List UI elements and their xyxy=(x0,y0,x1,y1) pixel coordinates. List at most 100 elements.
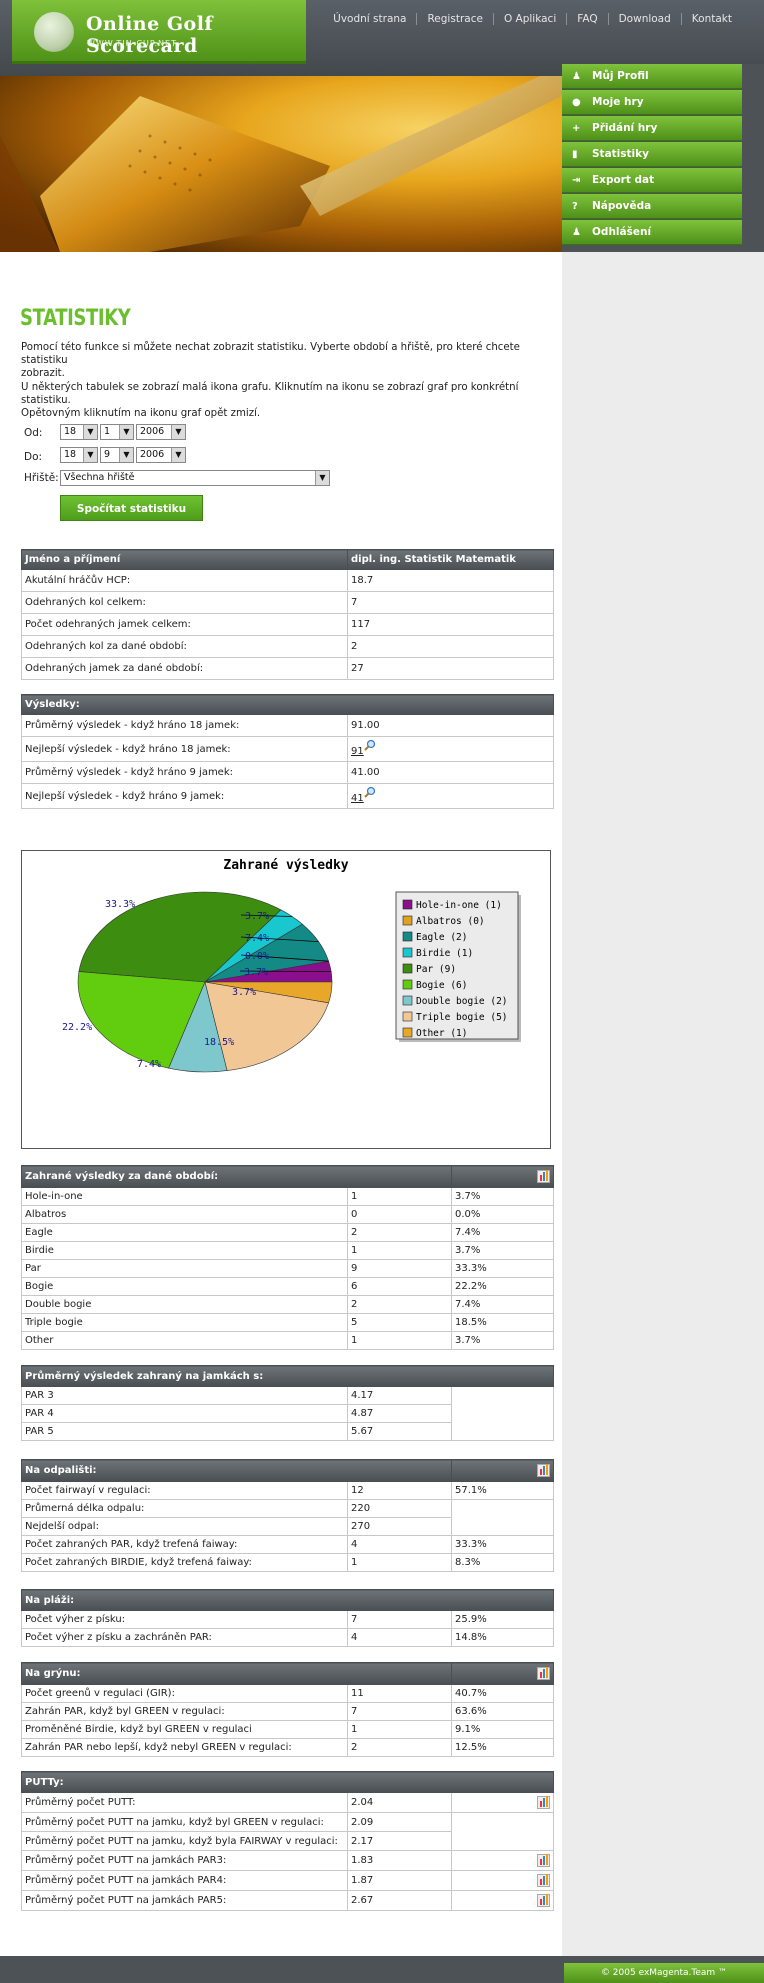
from-month-select[interactable]: 1 ▼ xyxy=(100,424,134,440)
to-day-select[interactable]: 18 ▼ xyxy=(60,447,98,463)
row-value: 2 xyxy=(346,1223,453,1242)
legend-swatch xyxy=(402,899,413,910)
logo[interactable]: Online Golf Scorecard WWW.TIN-CUP.NET xyxy=(12,0,306,64)
row-label: Zahrán PAR, když byl GREEN v regulaci: xyxy=(21,1702,348,1721)
row-value: 0 xyxy=(346,1205,453,1224)
row-percent: 40.7% xyxy=(451,1684,555,1703)
topnav-link-download[interactable]: Download xyxy=(607,13,681,25)
table-row: PAR 5 5.67 xyxy=(21,1422,554,1441)
player-table: Jméno a příjmení dipl. ing. Statistik Mat… xyxy=(21,549,554,680)
best-9-link[interactable]: 41 xyxy=(351,792,364,804)
brand-url: WWW.TIN-CUP.NET xyxy=(87,39,177,48)
results-header: Výsledky: xyxy=(21,694,554,715)
row-label: Birdie xyxy=(21,1241,348,1260)
row-value: 1 xyxy=(346,1331,453,1350)
green-header: Na grýnu: xyxy=(20,1662,453,1685)
to-day-value: 18 xyxy=(64,449,77,460)
table-row: Zahrán PAR, když byl GREEN v regulaci: 7 6… xyxy=(21,1702,555,1721)
user-icon: ♟ xyxy=(572,71,581,82)
tee-table: Na odpališti: Počet fairwayí v regulaci:… xyxy=(21,1459,554,1572)
chart-icon: ▮ xyxy=(572,149,578,160)
table-row: Počet fairwayí v regulaci: 12 57.1% xyxy=(21,1481,554,1500)
course-select[interactable]: Všechna hřiště ▼ xyxy=(60,470,330,486)
bar-chart-icon[interactable] xyxy=(537,1170,551,1183)
sidebar-item-1[interactable]: ● Moje hry xyxy=(562,90,742,115)
sidebar-item-6[interactable]: ♟ Odhlášení xyxy=(562,220,742,245)
bar-chart-icon[interactable] xyxy=(537,1796,550,1809)
row-label: Průměrný počet PUTT na jamkách PAR4: xyxy=(21,1870,348,1891)
sidebar-item-3[interactable]: ▮ Statistiky xyxy=(562,142,742,167)
table-row: PAR 3 4.17 xyxy=(21,1386,555,1441)
row-label: Průměrný počet PUTT na jamku, když byl G… xyxy=(21,1812,348,1832)
best-18-link[interactable]: 91 xyxy=(351,745,364,757)
from-day-value: 18 xyxy=(64,426,77,437)
legend-swatch xyxy=(402,995,413,1006)
par-table: Průměrný výsledek zahraný na jamkách s: … xyxy=(20,1365,555,1441)
row-value: 4.87 xyxy=(347,1404,452,1423)
beach-table-header: Na pláži: xyxy=(20,1589,555,1611)
row-label: Double bogie xyxy=(21,1295,348,1314)
row-value: 4 xyxy=(347,1535,452,1554)
topnav-link-contact[interactable]: Kontakt xyxy=(680,13,742,25)
row-value: 4.17 xyxy=(347,1386,452,1405)
table-row: Průměrný počet PUTT na jamkách PAR4: 1.87 xyxy=(21,1870,554,1891)
table-row: Počet výher z písku a zachráněn PAR: 4 14.… xyxy=(21,1628,555,1647)
sidebar-item-label: Odhlášení xyxy=(592,226,652,238)
row-label: Průměrný počet PUTT na jamkách PAR3: xyxy=(21,1850,348,1871)
bar-chart-icon[interactable] xyxy=(537,1464,550,1477)
table-row: Zahrán PAR nebo lepší, když nebyl GREEN … xyxy=(21,1738,555,1757)
row-label: Nejdelší odpal: xyxy=(21,1517,348,1536)
chevron-down-icon: ▼ xyxy=(83,425,97,439)
bar-chart-icon[interactable] xyxy=(537,1894,550,1907)
topnav-link-home[interactable]: Úvodní strana xyxy=(333,13,407,25)
to-month-select[interactable]: 9 ▼ xyxy=(100,447,134,463)
row-percent: 18.5% xyxy=(451,1313,555,1332)
putt-table: PUTTy: Průměrný počet PUTT: 2.04 Průměrný… xyxy=(21,1771,554,1911)
results-table-header: Výsledky: xyxy=(21,694,554,715)
from-year-select[interactable]: 2006 ▼ xyxy=(136,424,186,440)
row-percent: 22.2% xyxy=(451,1277,555,1296)
magnifier-icon[interactable] xyxy=(364,739,376,751)
right-column xyxy=(562,252,764,1956)
legend-entry: Albatros (0) xyxy=(416,916,485,927)
sidebar-item-2[interactable]: + Přidání hry xyxy=(562,116,742,141)
table-row: Průměrný počet PUTT na jamkách PAR3: 1.83 xyxy=(21,1850,554,1871)
row-value-cell: 91 xyxy=(347,736,554,762)
tee-header-chart xyxy=(451,1459,554,1482)
sidebar-item-4[interactable]: ⇥ Export dat xyxy=(562,168,742,193)
row-value: 220 xyxy=(347,1499,452,1518)
table-row: Birdie 1 3.7% xyxy=(21,1241,555,1260)
scores-header-chart xyxy=(451,1165,555,1188)
bar-chart-icon[interactable] xyxy=(537,1667,551,1680)
footer-copyright: © 2005 exMagenta.Team ™ xyxy=(564,1963,764,1983)
sidebar-item-5[interactable]: ? Nápověda xyxy=(562,194,742,219)
bar-chart-icon[interactable] xyxy=(537,1854,550,1867)
magnifier-icon[interactable] xyxy=(364,786,376,798)
from-day-select[interactable]: 18 ▼ xyxy=(60,424,98,440)
row-label: Odehraných kol za dané období: xyxy=(21,635,348,658)
sidebar-item-0[interactable]: ♟ Můj Profil xyxy=(562,64,742,89)
table-row: Počet zahraných BIRDIE, když trefená fai… xyxy=(21,1553,554,1572)
table-row: Hole-in-one 1 3.7% xyxy=(21,1187,555,1206)
row-value: 18.7 xyxy=(347,569,554,592)
topnav-link-registration[interactable]: Registrace xyxy=(416,13,492,25)
pie-data-label: 33.3% xyxy=(105,899,135,910)
sidebar-item-label: Moje hry xyxy=(592,96,644,108)
to-year-select[interactable]: 2006 ▼ xyxy=(136,447,186,463)
bar-chart-icon[interactable] xyxy=(537,1874,550,1887)
row-value: 2.09 xyxy=(347,1812,452,1832)
legend-entry: Eagle (2) xyxy=(416,932,467,943)
topnav-link-about[interactable]: O Aplikaci xyxy=(492,13,566,25)
intro-text-2: U některých tabulek se zobrazí malá ikon… xyxy=(21,381,541,420)
from-month-value: 1 xyxy=(104,426,111,437)
intro-line-1: Pomocí této funkce si můžete nechat zobr… xyxy=(21,342,520,366)
row-value: 270 xyxy=(347,1517,452,1536)
topnav-link-faq[interactable]: FAQ xyxy=(566,13,607,25)
compute-statistics-button[interactable]: Spočítat statistiku xyxy=(60,495,203,521)
intro-text-1: Pomocí této funkce si můžete nechat zobr… xyxy=(21,341,541,380)
header: Online Golf Scorecard WWW.TIN-CUP.NET Úv… xyxy=(0,0,764,252)
chart-title: Zahrané výsledky xyxy=(223,858,348,873)
brand-title: Online Golf Scorecard xyxy=(86,13,214,57)
from-label: Od: xyxy=(24,427,43,439)
